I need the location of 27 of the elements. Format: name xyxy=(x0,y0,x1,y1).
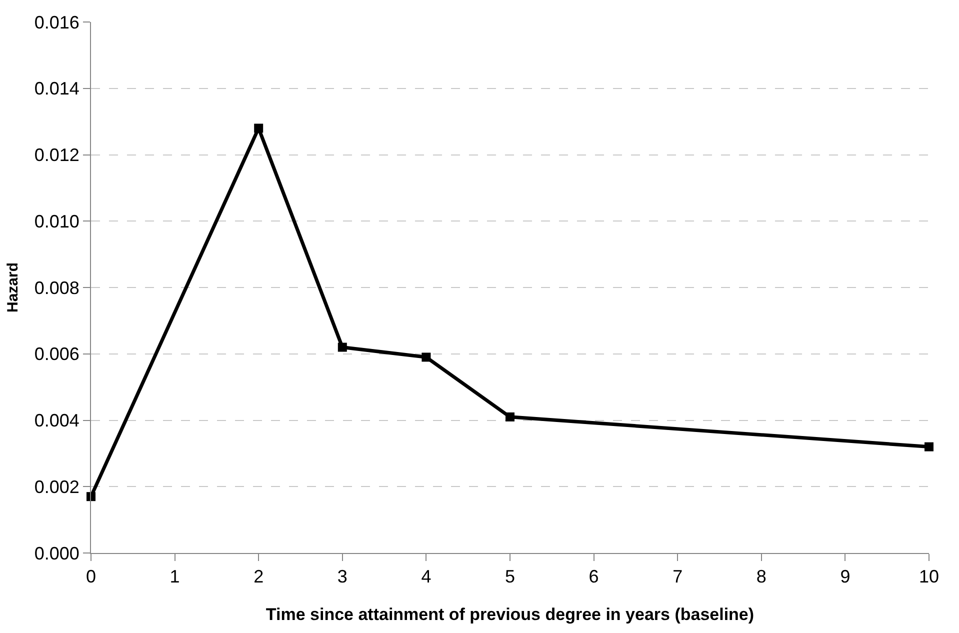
y-tick-label: 0.004 xyxy=(34,410,80,431)
point xyxy=(254,124,264,133)
point xyxy=(422,352,431,362)
x-tick-label: 6 xyxy=(588,566,599,587)
y-axis-title: Hazard xyxy=(4,262,22,313)
y-tick-label: 0.016 xyxy=(34,12,80,32)
point xyxy=(338,342,347,352)
x-tick-label: 9 xyxy=(840,566,850,587)
y-tick-label: 0.008 xyxy=(34,278,80,298)
y-tick-label: 0.000 xyxy=(34,543,80,564)
x-axis-title: Time since attainment of previous degree in years (baseline) xyxy=(266,605,754,624)
point xyxy=(506,412,514,422)
x-tick-label: 1 xyxy=(170,566,180,587)
y-tick-label: 0.006 xyxy=(34,344,80,364)
x-tick-label: 3 xyxy=(337,566,348,587)
y-tick-label: 0.014 xyxy=(34,78,80,99)
x-tick-label: 0 xyxy=(86,566,96,587)
y-tick-label: 0.002 xyxy=(34,476,80,497)
x-tick-label: 10 xyxy=(918,566,940,587)
x-tick-label: 5 xyxy=(504,566,516,587)
point xyxy=(924,442,934,452)
x-tick-label: 7 xyxy=(672,566,683,587)
y-tick-label: 0.010 xyxy=(34,211,80,232)
x-tick-label: 4 xyxy=(421,566,432,587)
x-tick-label: 2 xyxy=(254,566,264,587)
x-tick-label: 8 xyxy=(756,566,766,587)
y-tick-label: 0.012 xyxy=(34,145,80,166)
